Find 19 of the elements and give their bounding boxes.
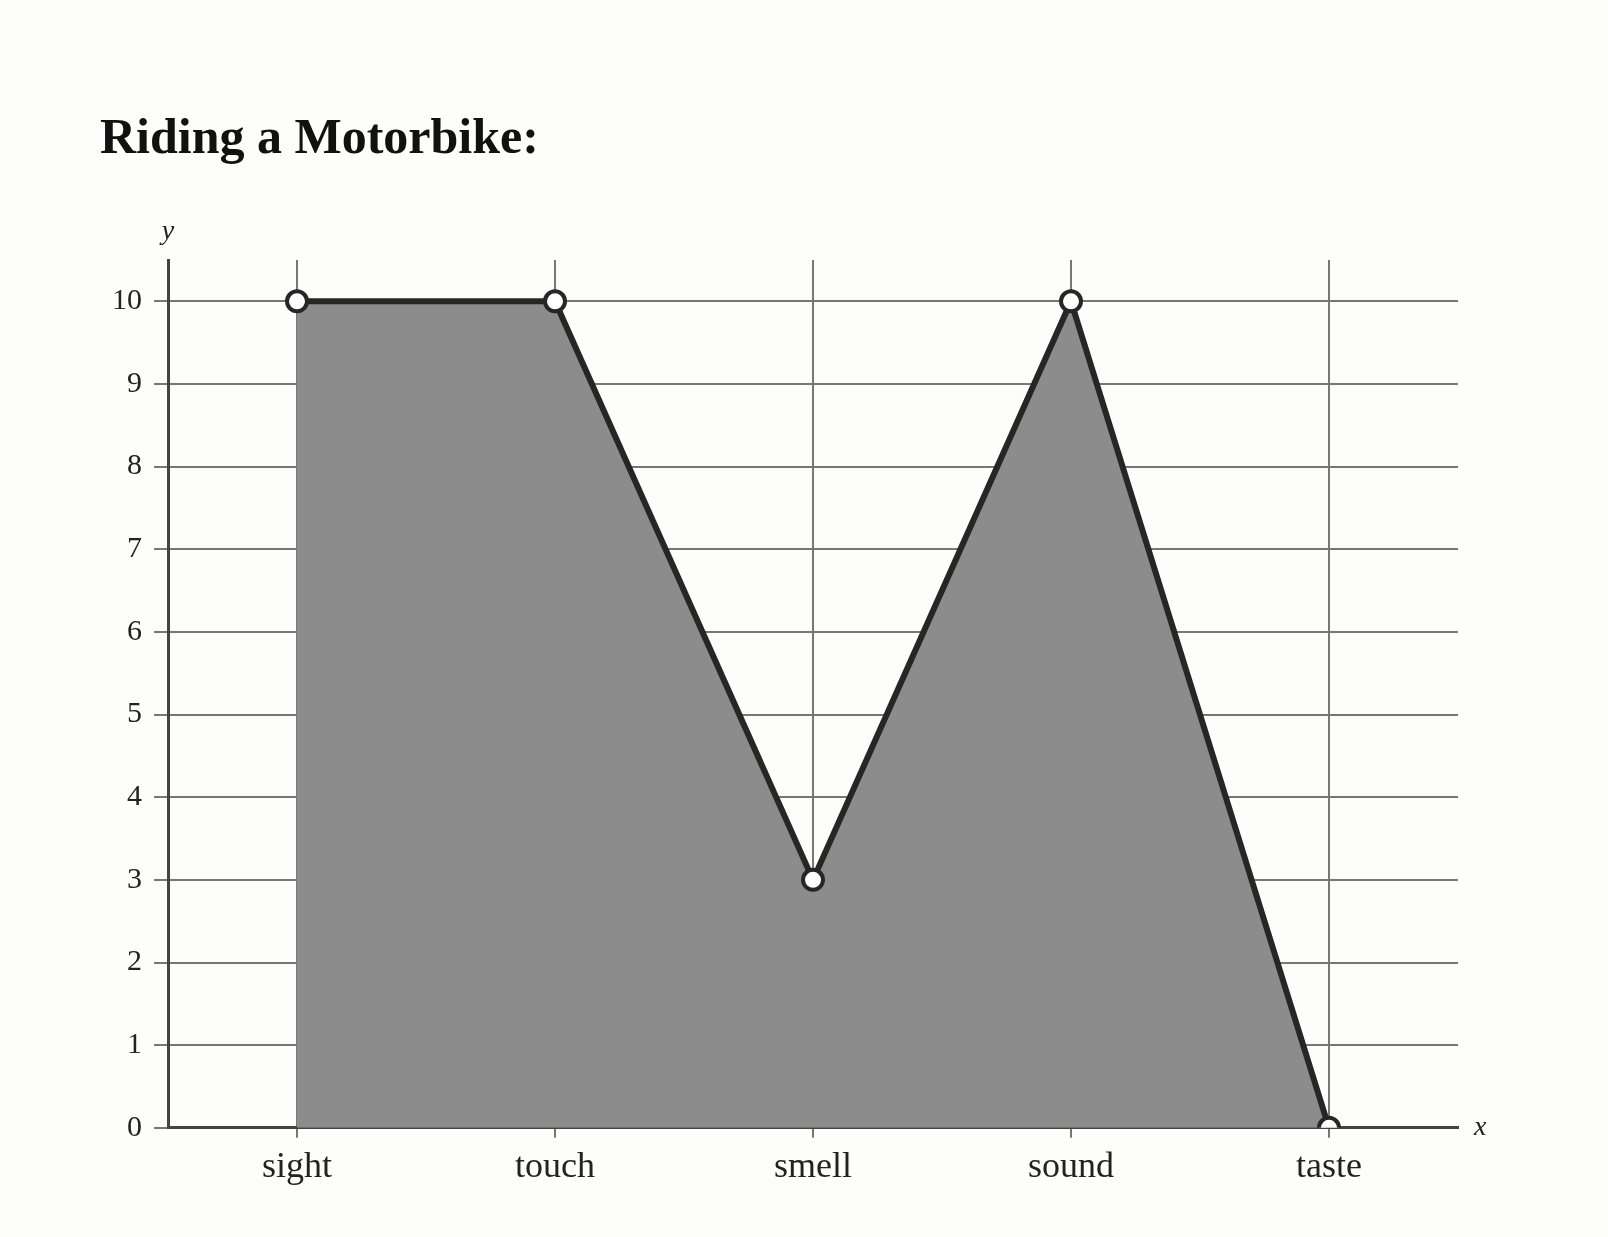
- y-tick-label: 1: [127, 1026, 142, 1060]
- y-tick-label: 4: [127, 778, 142, 812]
- y-tick-label: 2: [127, 943, 142, 977]
- x-tick-label: touch: [515, 1144, 595, 1185]
- y-tick-label: 8: [127, 447, 142, 481]
- y-tick-label: 3: [127, 860, 142, 894]
- y-tick-label: 9: [127, 364, 142, 398]
- y-tick-label: 10: [112, 282, 142, 316]
- chart-title: Riding a Motorbike:: [100, 107, 539, 164]
- y-tick-label: 6: [127, 612, 142, 646]
- y-tick-label: 0: [127, 1108, 142, 1142]
- x-tick-label: taste: [1296, 1144, 1362, 1185]
- x-tick-label: sight: [261, 1144, 333, 1185]
- x-axis-title: x: [1473, 1110, 1487, 1142]
- x-tick-label: sound: [1027, 1144, 1115, 1185]
- y-axis-title: y: [158, 214, 175, 246]
- y-tick-label: 7: [127, 530, 142, 564]
- y-tick-label: 5: [127, 695, 142, 729]
- x-tick-label: smell: [774, 1144, 852, 1185]
